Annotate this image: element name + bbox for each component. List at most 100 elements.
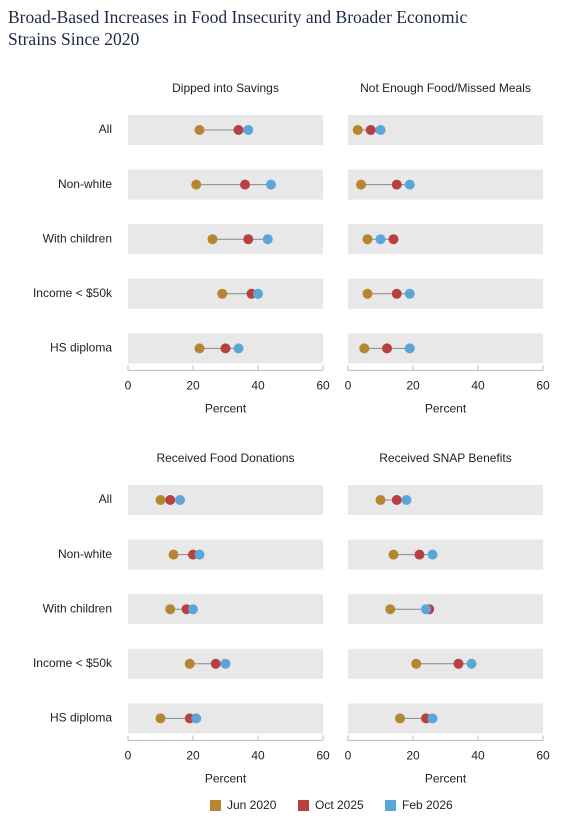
- dot: [220, 343, 231, 354]
- x-tick-label: 0: [125, 749, 132, 763]
- x-tick-label: 0: [125, 379, 132, 393]
- panel-title: Not Enough Food/Missed Meals: [360, 81, 531, 95]
- dot: [191, 179, 202, 190]
- dot: [421, 604, 431, 615]
- dot: [233, 343, 244, 354]
- legend-label: Feb 2026: [402, 798, 453, 812]
- row-band: [348, 594, 543, 625]
- dot: [385, 604, 396, 615]
- dot: [352, 125, 363, 135]
- dot: [243, 125, 254, 135]
- dot: [217, 288, 228, 299]
- panel-title: Received Food Donations: [156, 451, 294, 465]
- dot: [184, 658, 195, 669]
- category-label: HS diploma: [50, 341, 112, 355]
- dot: [404, 343, 415, 354]
- dot: [240, 179, 250, 190]
- category-label: Income < $50k: [33, 656, 113, 670]
- dot: [375, 495, 386, 505]
- row-band: [348, 539, 543, 570]
- category-label: HS diploma: [50, 711, 112, 725]
- dot: [194, 549, 205, 560]
- legend-label: Jun 2020: [227, 798, 277, 812]
- dot: [404, 288, 415, 299]
- dot: [365, 125, 376, 135]
- dot: [220, 658, 231, 669]
- x-tick-label: 20: [186, 379, 200, 393]
- x-axis-label: Percent: [205, 772, 247, 786]
- x-tick-label: 20: [406, 379, 420, 393]
- x-tick-label: 40: [471, 749, 485, 763]
- panel-title: Dipped into Savings: [172, 81, 279, 95]
- dot: [453, 658, 464, 669]
- dot: [356, 179, 366, 190]
- x-axis-label: Percent: [425, 772, 467, 786]
- dot: [388, 234, 399, 245]
- row-band: [128, 594, 323, 625]
- x-tick-label: 0: [345, 749, 352, 763]
- panel-title: Received SNAP Benefits: [379, 451, 512, 465]
- x-tick-label: 40: [471, 379, 485, 393]
- chart-title: Broad-Based Increases in Food Insecurity…: [8, 7, 468, 49]
- category-label: Non-white: [58, 177, 112, 191]
- dot: [466, 658, 477, 669]
- row-band: [348, 703, 543, 734]
- dot: [362, 288, 373, 299]
- dot: [243, 234, 254, 245]
- dot: [188, 604, 198, 615]
- dot: [362, 234, 373, 245]
- dot: [375, 125, 386, 135]
- dot: [375, 234, 386, 245]
- dot: [391, 495, 402, 505]
- dot: [165, 604, 176, 615]
- dot: [414, 549, 425, 560]
- dot: [391, 288, 402, 299]
- x-tick-label: 60: [536, 379, 550, 393]
- dot: [382, 343, 392, 354]
- dot: [207, 234, 218, 245]
- x-axis-label: Percent: [205, 402, 247, 416]
- dot: [253, 288, 263, 299]
- x-tick-label: 20: [186, 749, 200, 763]
- dot: [194, 343, 205, 354]
- x-axis-label: Percent: [425, 402, 467, 416]
- category-label: With children: [43, 601, 112, 615]
- dot: [401, 495, 412, 505]
- dot: [411, 658, 422, 669]
- x-tick-label: 60: [536, 749, 550, 763]
- x-tick-label: 0: [345, 379, 352, 393]
- dot: [262, 234, 273, 245]
- category-label: All: [99, 122, 112, 136]
- dot: [233, 125, 244, 135]
- dot: [168, 549, 179, 560]
- dot: [395, 713, 405, 724]
- dot: [427, 549, 438, 560]
- legend-swatch: [298, 800, 309, 811]
- x-tick-label: 40: [251, 379, 265, 393]
- category-label: All: [99, 492, 112, 506]
- dot: [175, 495, 185, 505]
- row-band: [128, 539, 323, 570]
- dot: [155, 495, 166, 505]
- x-tick-label: 20: [406, 749, 420, 763]
- dot: [191, 713, 202, 724]
- category-label: With children: [43, 231, 112, 245]
- dot: [266, 179, 276, 190]
- legend-label: Oct 2025: [315, 798, 364, 812]
- x-tick-label: 60: [316, 749, 330, 763]
- x-tick-label: 40: [251, 749, 265, 763]
- x-tick-label: 60: [316, 379, 330, 393]
- category-label: Income < $50k: [33, 286, 113, 300]
- dot: [388, 549, 399, 560]
- dot: [427, 713, 438, 724]
- dot: [210, 658, 221, 669]
- legend-swatch: [210, 800, 221, 811]
- dot: [404, 179, 415, 190]
- category-label: Non-white: [58, 547, 112, 561]
- dot: [194, 125, 205, 135]
- dot: [359, 343, 370, 354]
- legend-swatch: [385, 800, 396, 811]
- dot: [155, 713, 166, 724]
